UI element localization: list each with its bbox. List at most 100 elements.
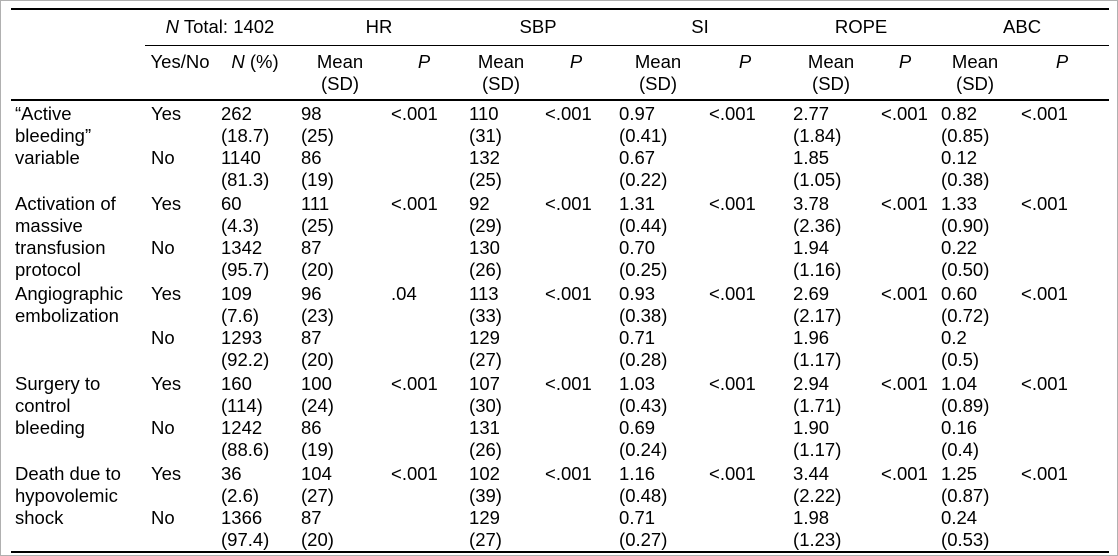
table-row-group: Angiographic embolization Yes No 109 (7.… <box>11 281 1109 371</box>
yes-rope-mean: 2.77 <box>793 103 830 124</box>
table-body: “Active bleeding” variable Yes No 262 (1… <box>11 100 1109 552</box>
si-mean-sd-header: Mean (SD) <box>613 45 704 101</box>
yes-abc-mean: 0.60 <box>941 283 978 304</box>
n-pct-cell: 109 (7.6) 1293 (92.2) <box>215 281 295 371</box>
yes-rope-sd: (2.36) <box>793 215 842 236</box>
yes-si-sd: (0.38) <box>619 305 668 326</box>
rope-mean-cell: 2.94 (1.71) 1.90 (1.17) <box>787 371 875 461</box>
column-header-row: Yes/No N (%) Mean (SD) P Mean (SD) P Mea… <box>11 45 1110 101</box>
yes-abc-mean: 0.82 <box>941 103 978 124</box>
yes-no-cell: Yes No <box>145 461 215 552</box>
no-hr-mean: 87 <box>301 507 322 528</box>
no-label: No <box>151 507 175 528</box>
hr-p-value: <.001 <box>391 103 438 124</box>
abc-mean-cell: 0.60 (0.72) 0.2 (0.5) <box>935 281 1015 371</box>
yes-hr-mean: 104 <box>301 463 332 484</box>
corner-cell <box>11 9 145 46</box>
si-p-value: <.001 <box>709 283 756 304</box>
abc-p-cell: <.001 <box>1015 281 1109 371</box>
statistics-table: N Total: 1402 HR SBP SI ROPE ABC Yes/No … <box>11 8 1110 553</box>
no-abc-mean: 0.2 <box>941 327 967 348</box>
abc-p-cell: <.001 <box>1015 191 1109 281</box>
yes-label: Yes <box>151 373 182 394</box>
yes-hr-sd: (27) <box>301 485 334 506</box>
sbp-p-value: <.001 <box>545 373 592 394</box>
sbp-p-cell: <.001 <box>539 191 613 281</box>
no-hr-mean: 87 <box>301 237 322 258</box>
rope-mean-cell: 2.77 (1.84) 1.85 (1.05) <box>787 100 875 191</box>
no-abc-sd: (0.38) <box>941 169 990 190</box>
sbp-p-cell: <.001 <box>539 371 613 461</box>
yes-abc-sd: (0.85) <box>941 125 990 146</box>
si-p-cell: <.001 <box>703 100 787 191</box>
n-total-rest: Total: 1402 <box>179 16 275 37</box>
table-row-group: “Active bleeding” variable Yes No 262 (1… <box>11 100 1109 191</box>
n-pct-cell: 262 (18.7) 1140 (81.3) <box>215 100 295 191</box>
no-abc-sd: (0.4) <box>941 439 980 460</box>
yes-abc-sd: (0.87) <box>941 485 990 506</box>
no-hr-mean: 87 <box>301 327 322 348</box>
rope-p-cell: <.001 <box>875 281 935 371</box>
yes-si-sd: (0.44) <box>619 215 668 236</box>
yes-si-mean: 1.31 <box>619 193 656 214</box>
sbp-p-header: P <box>539 45 614 101</box>
rope-mean-sd-header: Mean (SD) <box>787 45 876 101</box>
yes-hr-mean: 96 <box>301 283 322 304</box>
n-pct-italic-n: N <box>231 51 245 72</box>
yes-rope-mean: 2.69 <box>793 283 830 304</box>
yes-hr-mean: 98 <box>301 103 322 124</box>
yes-rope-mean: 3.78 <box>793 193 830 214</box>
no-abc-mean: 0.16 <box>941 417 978 438</box>
table-row-group: Surgery to control bleeding Yes No 160 (… <box>11 371 1109 461</box>
no-n-pct: (95.7) <box>221 259 270 280</box>
yes-hr-mean: 100 <box>301 373 332 394</box>
no-hr-sd: (19) <box>301 439 334 460</box>
hr-mean-cell: 104 (27) 87 (20) <box>295 461 385 552</box>
abc-p-cell: <.001 <box>1015 461 1109 552</box>
hr-p-value: <.001 <box>391 193 438 214</box>
table-header: N Total: 1402 HR SBP SI ROPE ABC Yes/No … <box>11 9 1110 101</box>
hr-p-value: .04 <box>391 283 417 304</box>
table-row-group: Activation of massive transfusion protoc… <box>11 191 1109 281</box>
group-header-row: N Total: 1402 HR SBP SI ROPE ABC <box>11 9 1110 46</box>
yes-si-sd: (0.48) <box>619 485 668 506</box>
si-p-value: <.001 <box>709 193 756 214</box>
n-total-italic-n: N <box>165 16 180 37</box>
sbp-mean-cell: 102 (39) 129 (27) <box>463 461 539 552</box>
no-n-value: 1293 <box>221 327 263 348</box>
no-hr-mean: 86 <box>301 147 322 168</box>
hr-mean-cell: 100 (24) 86 (19) <box>295 371 385 461</box>
yes-n-pct: (4.3) <box>221 215 260 236</box>
no-si-mean: 0.71 <box>619 327 656 348</box>
si-p-cell: <.001 <box>703 281 787 371</box>
sbp-mean-cell: 113 (33) 129 (27) <box>463 281 539 371</box>
hr-mean-cell: 96 (23) 87 (20) <box>295 281 385 371</box>
no-rope-sd: (1.17) <box>793 349 842 370</box>
no-n-value: 1366 <box>221 507 263 528</box>
label-column-header <box>11 45 145 101</box>
yes-n-value: 262 <box>221 103 252 124</box>
yes-si-mean: 1.16 <box>619 463 656 484</box>
sbp-p-cell: <.001 <box>539 461 613 552</box>
si-p-value: <.001 <box>709 463 756 484</box>
abc-mean-cell: 1.33 (0.90) 0.22 (0.50) <box>935 191 1015 281</box>
rope-p-cell: <.001 <box>875 371 935 461</box>
no-label: No <box>151 237 175 258</box>
no-n-value: 1342 <box>221 237 263 258</box>
no-label: No <box>151 147 175 168</box>
yes-n-pct: (114) <box>221 395 263 416</box>
no-rope-sd: (1.17) <box>793 439 842 460</box>
hr-mean-cell: 111 (25) 87 (20) <box>295 191 385 281</box>
yes-abc-mean: 1.33 <box>941 193 978 214</box>
yes-sbp-mean: 92 <box>469 193 490 214</box>
table-row-group: Death due to hypovolemic shock Yes No 36… <box>11 461 1109 552</box>
yes-sbp-mean: 102 <box>469 463 500 484</box>
n-total-header: N Total: 1402 <box>145 9 296 46</box>
yes-hr-sd: (23) <box>301 305 334 326</box>
yes-si-mean: 0.97 <box>619 103 656 124</box>
no-hr-sd: (20) <box>301 349 334 370</box>
abc-p-cell: <.001 <box>1015 100 1109 191</box>
no-n-pct: (81.3) <box>221 169 270 190</box>
group-header-abc: ABC <box>935 9 1110 46</box>
